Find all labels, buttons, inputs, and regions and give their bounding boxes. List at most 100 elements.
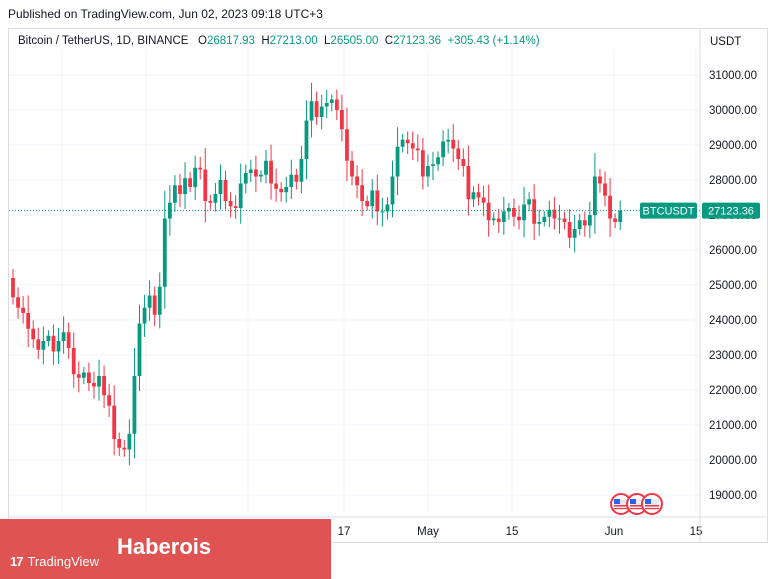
candle xyxy=(223,180,228,201)
chart-frame xyxy=(8,28,768,543)
candle xyxy=(496,218,501,222)
candle xyxy=(415,148,420,151)
price-tick-label: 28000.00 xyxy=(709,175,757,187)
candle xyxy=(26,313,31,329)
candle xyxy=(213,194,218,203)
candle xyxy=(71,348,76,375)
price-tick-label: 19000.00 xyxy=(709,490,757,502)
candle xyxy=(46,335,51,341)
candle xyxy=(243,173,248,184)
open-value: 26817.93 xyxy=(206,35,255,47)
candle xyxy=(598,176,602,184)
brand-name: Haberois xyxy=(117,534,212,559)
candle xyxy=(476,192,481,198)
candle xyxy=(613,218,618,222)
candle xyxy=(66,332,71,348)
candle xyxy=(441,141,445,158)
candle xyxy=(167,202,172,219)
candle xyxy=(512,208,516,217)
candle xyxy=(193,167,198,187)
high-value: 27213.00 xyxy=(269,35,318,47)
candle xyxy=(36,339,41,350)
candle xyxy=(603,183,607,196)
candle xyxy=(299,159,304,182)
candle xyxy=(345,129,349,161)
candle xyxy=(501,211,506,222)
tradingview-logo[interactable]: 17 TradingView xyxy=(10,554,99,569)
candle xyxy=(395,146,400,177)
candle xyxy=(537,222,542,224)
candle xyxy=(51,335,56,352)
candle xyxy=(380,211,385,213)
candle xyxy=(562,218,567,222)
candle xyxy=(405,139,410,144)
candle xyxy=(572,229,577,238)
candle xyxy=(370,190,375,207)
price-tick-label: 23000.00 xyxy=(709,350,757,362)
candle xyxy=(107,395,112,406)
candle xyxy=(486,202,491,221)
brand-banner xyxy=(0,519,331,579)
candle xyxy=(557,218,562,220)
candle xyxy=(21,307,26,313)
candle xyxy=(593,176,597,215)
candle xyxy=(618,210,623,222)
candle xyxy=(390,176,395,205)
symbol-tag xyxy=(640,202,697,219)
candle xyxy=(41,341,46,350)
price-tick-label: 22000.00 xyxy=(709,385,757,397)
currency-label: USDT xyxy=(710,36,741,48)
candle xyxy=(532,199,537,224)
price-tick-label: 29000.00 xyxy=(709,140,757,152)
published-note: Published on TradingView.com, Jun 02, 20… xyxy=(8,7,323,21)
candle xyxy=(481,197,486,203)
candle xyxy=(76,374,81,378)
us-flag-icon[interactable] xyxy=(641,493,663,515)
candle xyxy=(446,139,451,142)
candle xyxy=(122,447,127,450)
time-tick-label: 15 xyxy=(506,526,519,538)
price-tag-label: 27123.36 xyxy=(708,206,754,218)
candle xyxy=(97,376,101,387)
candle xyxy=(527,199,532,205)
candle xyxy=(92,383,96,387)
candle xyxy=(188,178,192,187)
candle xyxy=(436,157,440,165)
price-tick-label: 26000.00 xyxy=(709,245,757,257)
us-flag-icon[interactable] xyxy=(626,493,648,515)
candle xyxy=(466,166,471,200)
candle xyxy=(228,201,233,207)
candle xyxy=(279,188,284,193)
candle xyxy=(289,174,294,187)
candle xyxy=(542,216,547,222)
candle xyxy=(577,220,582,229)
candle xyxy=(233,206,238,208)
candle xyxy=(259,174,263,177)
candle xyxy=(461,159,466,166)
candle xyxy=(608,195,612,219)
price-tick-label: 20000.00 xyxy=(709,455,757,467)
candle xyxy=(547,209,552,217)
time-tick-label: 15 xyxy=(690,526,703,538)
event-flags-icon[interactable] xyxy=(610,492,664,516)
candle xyxy=(56,341,61,352)
candle xyxy=(208,201,213,203)
high-label: H xyxy=(261,35,270,47)
open-label: O xyxy=(198,35,207,47)
candle xyxy=(567,222,572,238)
candle xyxy=(137,323,142,376)
candle xyxy=(334,99,339,110)
candle xyxy=(173,185,177,203)
candle xyxy=(360,185,365,201)
candle xyxy=(31,328,36,340)
us-flag-icon[interactable] xyxy=(610,493,632,515)
candle xyxy=(178,185,182,194)
candle xyxy=(274,183,279,189)
price-tick-label: 30000.00 xyxy=(709,105,757,117)
time-tick-label: 17 xyxy=(338,526,351,538)
candle xyxy=(506,208,511,212)
candle xyxy=(142,307,147,324)
price-tick-label: 25000.00 xyxy=(709,280,757,292)
candle xyxy=(552,209,557,219)
